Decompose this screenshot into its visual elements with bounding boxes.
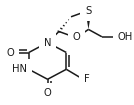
Text: O: O <box>6 47 14 58</box>
Text: N: N <box>44 37 51 48</box>
Text: OH: OH <box>118 32 133 42</box>
Text: O: O <box>72 32 80 42</box>
Text: O: O <box>44 88 51 98</box>
Text: HN: HN <box>12 64 27 74</box>
Text: F: F <box>84 74 90 84</box>
Polygon shape <box>86 13 91 29</box>
Text: S: S <box>85 6 92 16</box>
